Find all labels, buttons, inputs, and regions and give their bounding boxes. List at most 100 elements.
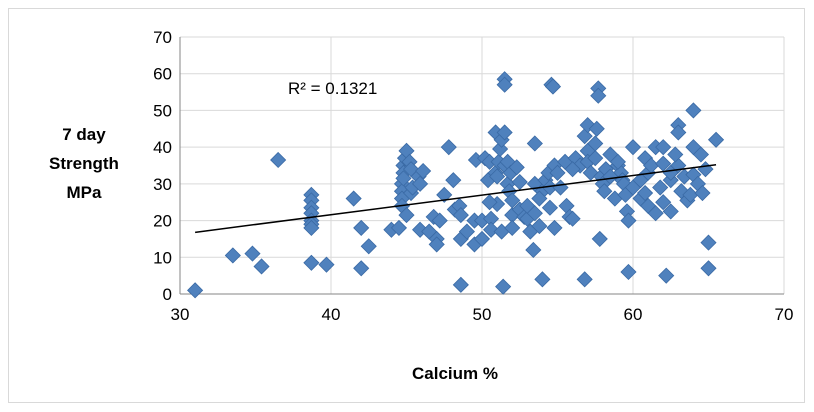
data-point	[224, 247, 241, 264]
y-tick-label: 20	[153, 212, 172, 231]
data-point	[412, 175, 429, 192]
data-point	[620, 212, 637, 229]
data-point	[508, 159, 525, 176]
data-point	[440, 139, 457, 156]
data-point	[694, 184, 711, 202]
data-point	[390, 219, 408, 236]
y-tick-label: 40	[153, 138, 172, 157]
x-axis-title: Calcium %	[412, 364, 498, 383]
data-point	[541, 199, 559, 216]
data-point	[685, 102, 702, 119]
data-point	[624, 139, 642, 156]
y-tick-label: 30	[153, 175, 172, 194]
data-point	[602, 168, 619, 185]
data-point	[303, 219, 320, 236]
data-points	[187, 71, 725, 299]
y-tick-label: 10	[153, 248, 172, 267]
data-point	[270, 151, 287, 169]
data-point	[647, 205, 664, 222]
data-point	[428, 236, 445, 253]
data-point	[700, 260, 717, 277]
y-tick-label: 0	[163, 285, 172, 304]
data-point	[452, 276, 469, 293]
data-point	[452, 206, 469, 224]
data-point	[662, 203, 679, 220]
data-point	[587, 150, 604, 167]
trendline-layer	[195, 164, 717, 234]
y-tick-label: 50	[153, 101, 172, 120]
data-point	[552, 179, 569, 196]
data-point	[544, 78, 562, 95]
chart-frame: 0 10 20 30 40 50 60 70 30 40 50 60 70 R² = 0.1321 Ca…	[8, 8, 805, 403]
data-point	[495, 278, 512, 295]
data-point	[707, 131, 725, 148]
data-point	[345, 190, 362, 207]
data-point	[458, 223, 475, 240]
y-axis-title-line: Strength	[49, 154, 119, 173]
y-tick-label: 70	[153, 28, 172, 47]
data-point	[596, 183, 613, 200]
y-axis-title: 7 day Strength MPa	[49, 125, 119, 202]
trendline	[195, 164, 717, 234]
r-squared-annotation: R² = 0.1321	[288, 79, 377, 98]
y-axis-title-line: MPa	[67, 183, 103, 202]
tick-labels: 0 10 20 30 40 50 60 70 30 40 50 60 70	[153, 28, 793, 324]
data-point	[590, 87, 607, 104]
data-point	[436, 186, 453, 203]
data-point	[546, 219, 563, 236]
x-tick-label: 70	[775, 305, 794, 324]
data-point	[591, 230, 608, 247]
data-point	[526, 205, 543, 222]
data-point	[700, 234, 717, 251]
data-point	[303, 254, 320, 271]
data-point	[637, 184, 654, 202]
x-tick-label: 50	[473, 305, 492, 324]
axes	[179, 37, 784, 295]
data-point	[395, 170, 412, 187]
data-point	[445, 172, 462, 189]
x-tick-label: 30	[171, 305, 190, 324]
data-point	[431, 212, 448, 229]
data-point	[415, 162, 432, 180]
data-point	[576, 271, 593, 288]
data-point	[353, 260, 370, 277]
data-point	[667, 146, 684, 163]
x-tick-label: 40	[322, 305, 341, 324]
y-tick-label: 60	[153, 65, 172, 84]
data-point	[609, 153, 626, 170]
y-axis-title-line: 7 day	[62, 125, 106, 144]
data-point	[187, 282, 204, 299]
data-point	[531, 218, 548, 235]
data-point	[526, 135, 543, 152]
data-point	[360, 238, 377, 255]
data-point	[481, 194, 498, 211]
data-point	[504, 219, 521, 236]
data-point	[549, 164, 566, 181]
data-point	[620, 263, 637, 281]
data-point	[655, 139, 672, 156]
data-point	[489, 168, 506, 185]
data-point	[496, 76, 513, 93]
data-point	[588, 120, 605, 137]
data-point	[670, 124, 687, 141]
data-point	[564, 161, 581, 178]
scatter-chart: 0 10 20 30 40 50 60 70 30 40 50 60 70 R² = 0.1321 Ca…	[49, 28, 793, 383]
data-point	[692, 146, 710, 163]
data-point	[496, 124, 513, 141]
x-tick-label: 60	[624, 305, 643, 324]
data-point	[655, 194, 672, 211]
data-point	[525, 241, 542, 259]
data-point	[353, 219, 370, 236]
data-point	[531, 190, 548, 207]
data-point	[658, 267, 675, 284]
data-point	[473, 230, 491, 247]
gridlines	[180, 36, 785, 294]
data-point	[398, 206, 415, 224]
data-point	[652, 179, 669, 196]
data-point	[318, 256, 335, 273]
data-point	[534, 271, 551, 288]
data-point	[244, 245, 261, 262]
data-point	[482, 221, 500, 238]
data-point	[253, 258, 270, 275]
data-point	[564, 210, 581, 227]
